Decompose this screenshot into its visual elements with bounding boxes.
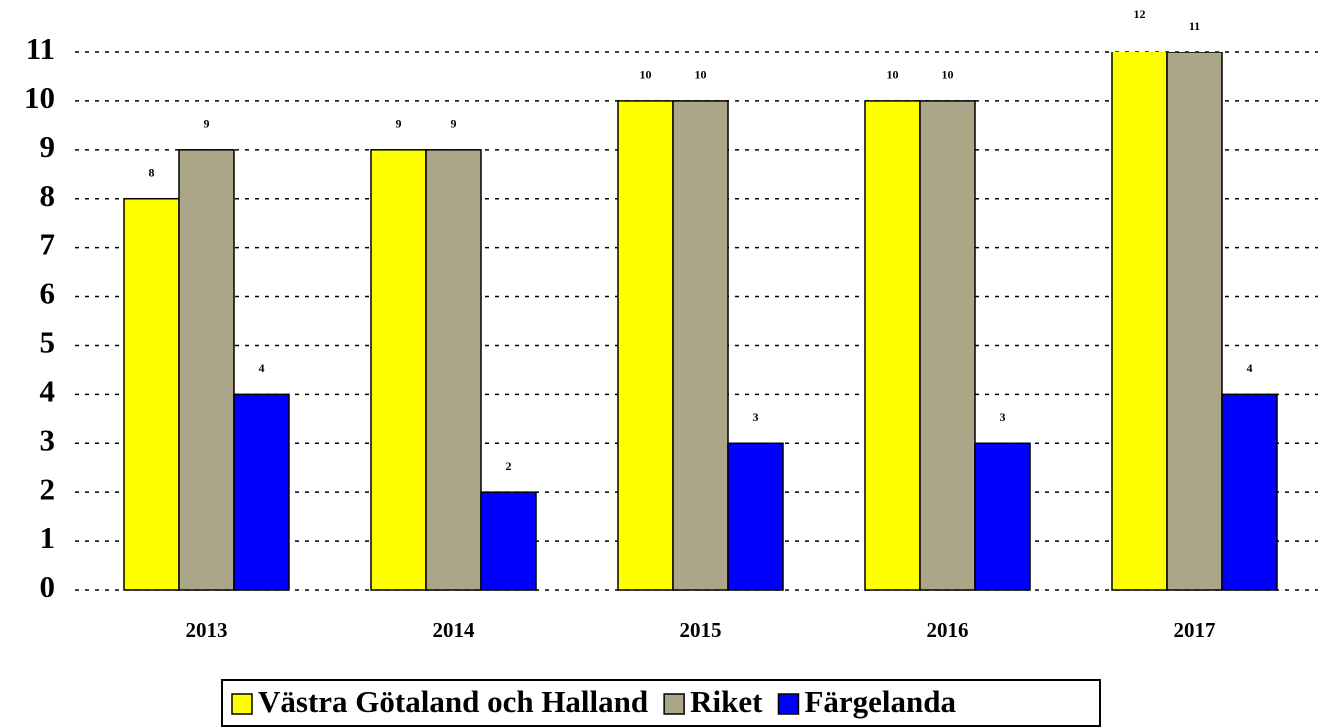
data-label: 8: [149, 165, 155, 179]
bar: [123, 197, 180, 591]
data-label: 3: [1000, 410, 1006, 424]
legend-label: Västra Götaland och Halland: [258, 684, 648, 719]
legend-swatch: [231, 693, 253, 715]
y-tick-label: 9: [40, 129, 56, 164]
y-tick-label: 10: [24, 80, 55, 115]
legend-swatch: [663, 693, 685, 715]
bar: [480, 491, 537, 591]
bar: [1221, 393, 1278, 591]
data-label: 2: [506, 459, 512, 473]
bars: [123, 52, 1278, 591]
data-label: 10: [942, 68, 954, 82]
data-label: 10: [640, 68, 652, 82]
y-tick-label: 5: [40, 325, 56, 360]
y-tick-label: 11: [26, 31, 55, 66]
legend: Västra Götaland och Halland Riket Färgelan…: [231, 684, 957, 719]
legend-label: Färgelanda: [804, 684, 956, 719]
data-label: 9: [451, 117, 457, 131]
bar: [864, 100, 921, 591]
x-tick-label: 2014: [433, 618, 476, 642]
labels: 2013 8 9 4 2014 9 9 2 2015 10 10 3 2016 10 10 3 2017 12 11…: [149, 7, 1253, 642]
bar: [617, 100, 674, 591]
x-tick-label: 2017: [1174, 618, 1216, 642]
x-tick-label: 2013: [186, 618, 228, 642]
data-label: 4: [259, 361, 265, 375]
data-label: 10: [887, 68, 899, 82]
y-tick-label: 4: [40, 373, 56, 408]
y-tick-label: 7: [40, 227, 56, 262]
y-tick-label: 1: [40, 520, 56, 555]
data-label: 4: [1247, 361, 1253, 375]
y-tick-label: 2: [40, 471, 56, 506]
y-tick-label: 6: [40, 276, 56, 311]
bar: [974, 442, 1031, 591]
y-tick-label: 0: [40, 569, 56, 604]
bar: [178, 149, 235, 591]
x-tick-label: 2015: [680, 618, 722, 642]
bar: [370, 149, 427, 591]
data-label: 9: [204, 117, 210, 131]
data-label: 10: [695, 68, 707, 82]
bar: [672, 100, 729, 591]
data-label: 11: [1189, 19, 1200, 33]
data-label: 9: [396, 117, 402, 131]
x-tick-label: 2016: [927, 618, 969, 642]
legend-label: Riket: [690, 684, 763, 719]
bar: [233, 393, 290, 591]
data-label: 12: [1134, 7, 1146, 21]
y-tick-label: 8: [40, 178, 56, 213]
data-label: 3: [753, 410, 759, 424]
bar: [919, 100, 976, 591]
bar: [425, 149, 482, 591]
legend-box: [221, 679, 1101, 727]
bar: [1111, 52, 1168, 591]
legend-swatch: [777, 693, 800, 715]
bar: [1166, 52, 1223, 591]
bar: [727, 442, 784, 591]
y-tick-label: 3: [40, 422, 56, 457]
